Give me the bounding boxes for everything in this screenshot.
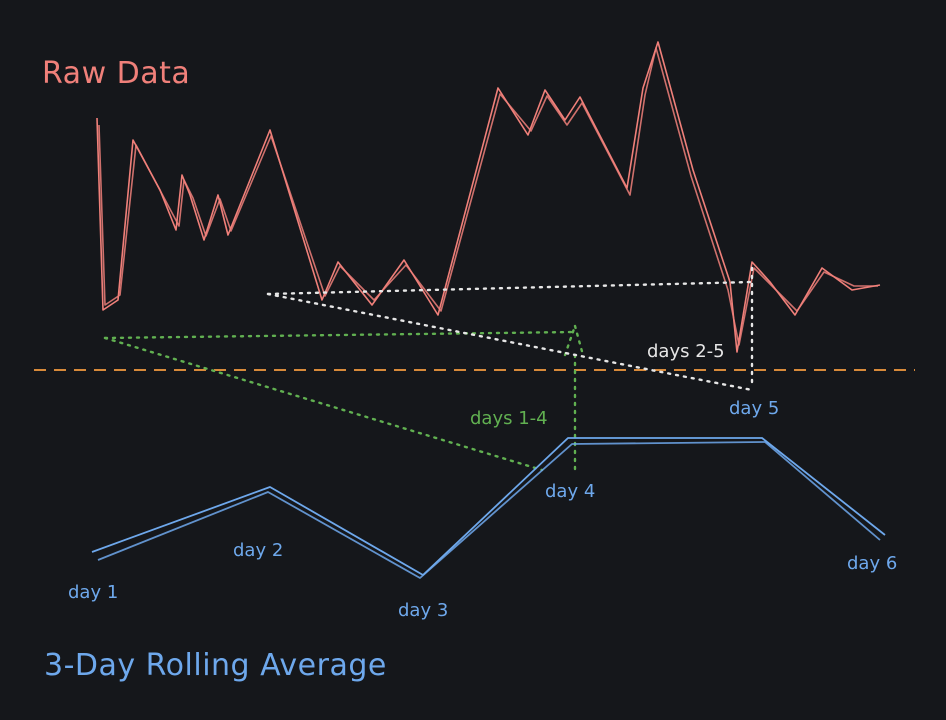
day-label-1: day 1 [68, 582, 119, 603]
day-label-4: day 4 [545, 481, 596, 502]
raw-data-title: Raw Data [42, 56, 191, 91]
day-label-3: day 3 [398, 600, 449, 621]
rolling-average-series [91, 437, 886, 579]
rolling-average-line-sketch [97, 441, 881, 579]
raw-data-series [96, 41, 881, 353]
day-label-2: day 2 [233, 540, 284, 561]
window-label-days-2-5: days 2-5 [645, 341, 727, 362]
window-label-days-1-4: days 1-4 [470, 408, 548, 429]
raw-data-line [96, 41, 881, 353]
day-label-5: day 5 [729, 398, 780, 419]
rolling-average-line [91, 437, 886, 576]
raw-data-line-sketch [98, 47, 878, 346]
rolling-average-title: 3-Day Rolling Average [44, 648, 387, 683]
day-label-6: day 6 [847, 553, 898, 574]
window-days-1-4 [103, 324, 585, 474]
window-days-2-5 [266, 266, 754, 392]
